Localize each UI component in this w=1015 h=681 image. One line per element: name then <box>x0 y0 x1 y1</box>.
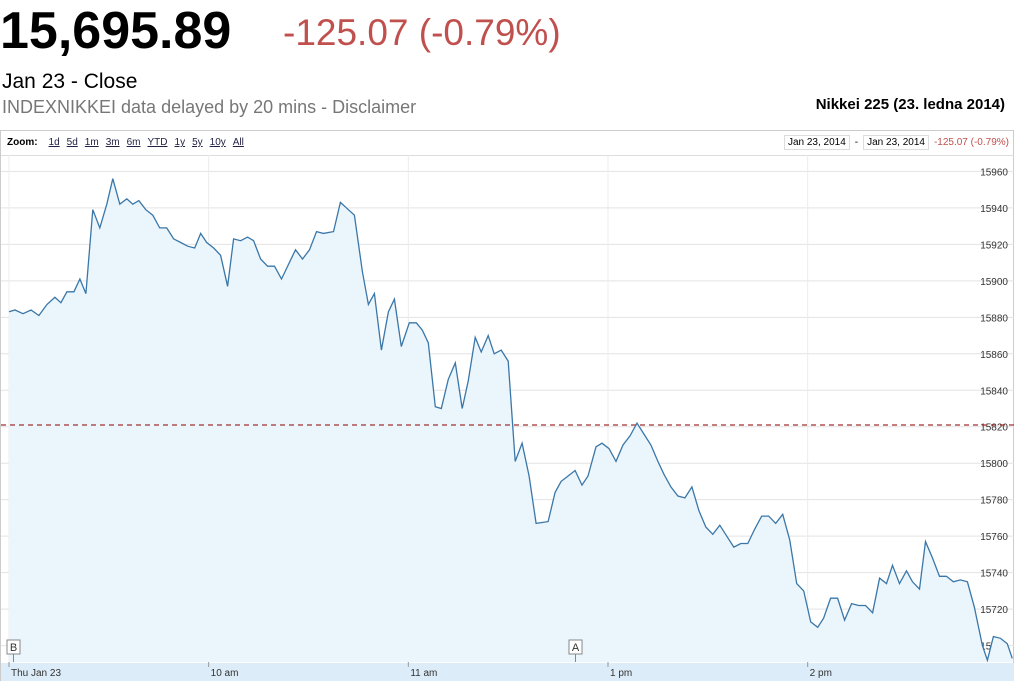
y-tick-label: 15860 <box>980 350 1008 361</box>
y-tick-label: 15960 <box>980 167 1008 178</box>
x-tick-label: Thu Jan 23 <box>11 668 61 679</box>
zoom-option[interactable]: 10y <box>209 137 226 148</box>
zoom-option[interactable]: All <box>232 137 244 148</box>
price: 15,695.89 <box>0 2 232 60</box>
y-tick-label: 15900 <box>980 277 1008 288</box>
y-tick-label: 15880 <box>980 313 1008 324</box>
price-change: -125.07 (-0.79%) <box>283 12 561 53</box>
zoom-option[interactable]: 5y <box>192 137 203 148</box>
zoom-option[interactable]: 5d <box>66 137 78 148</box>
x-tick-label: 11 am <box>410 668 437 679</box>
x-axis-band <box>1 663 1014 681</box>
zoom-option[interactable]: YTD <box>147 137 168 148</box>
y-tick-label: 15800 <box>980 459 1008 470</box>
range-change: -125.07 (-0.79%) <box>933 137 1009 148</box>
zoom-option[interactable]: 6m <box>126 137 141 148</box>
zoom-label: Zoom: <box>7 137 38 148</box>
y-tick-label: 15840 <box>980 386 1008 397</box>
x-tick-label: 1 pm <box>610 668 632 679</box>
zoom-option[interactable]: 1y <box>174 137 186 148</box>
annotation-label: B <box>10 642 17 654</box>
x-tick-label: 10 am <box>211 668 239 679</box>
zoom-option[interactable]: 1m <box>84 137 99 148</box>
range-start[interactable]: Jan 23, 2014 <box>783 135 850 150</box>
y-tick-label: 15920 <box>980 240 1008 251</box>
zoom-bar: Zoom: 1d 5d 1m 3m 6m YTD 1y 5y 10y All <box>7 137 244 148</box>
zoom-option[interactable]: 3m <box>105 137 120 148</box>
line <box>8 178 1013 663</box>
zoom-option[interactable]: 1d <box>48 137 60 148</box>
source-note: INDEXNIKKEI data delayed by 20 mins - Di… <box>2 97 417 117</box>
y-tick-label: 15740 <box>980 569 1008 580</box>
y-tick-label: 15940 <box>980 204 1008 215</box>
annotation-label: A <box>572 642 580 654</box>
toolbar: Zoom: 1d 5d 1m 3m 6m YTD 1y 5y 10y All Jan 23, 201… <box>1 131 1013 155</box>
range-bar: Jan 23, 2014 - Jan 23, 2014 -125.07 (-0.… <box>783 135 1009 150</box>
y-tick-label: 15760 <box>980 532 1008 543</box>
area <box>9 178 1013 662</box>
y-tick-label: 15820 <box>980 423 1008 434</box>
date: Jan 23 - Close <box>2 70 138 93</box>
y-tick-label: 15780 <box>980 496 1008 507</box>
range-separator: - <box>854 137 859 148</box>
x-tick-label: 2 pm <box>810 668 832 679</box>
chart-name: Nikkei 225 (23. ledna 2014) <box>815 96 1005 113</box>
y-tick-label: 15720 <box>980 605 1008 616</box>
range-end[interactable]: Jan 23, 2014 <box>863 135 929 150</box>
